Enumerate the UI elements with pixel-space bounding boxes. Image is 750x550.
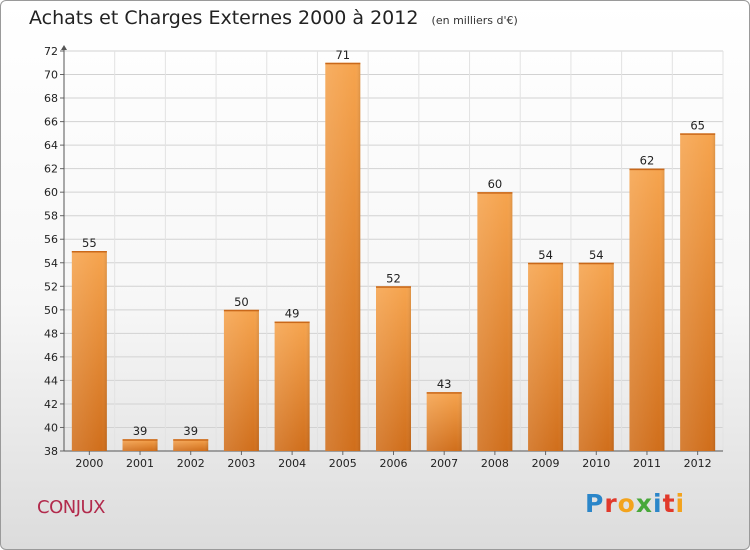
y-tick-label: 66 bbox=[44, 116, 58, 129]
y-tick-label: 52 bbox=[44, 280, 58, 293]
bar-shade bbox=[680, 133, 716, 451]
x-tick-label: 2005 bbox=[329, 457, 357, 470]
data-label: 50 bbox=[234, 295, 249, 309]
bar-shade bbox=[426, 392, 462, 451]
data-label: 54 bbox=[589, 248, 604, 262]
data-label: 71 bbox=[335, 48, 350, 62]
bar-top-edge bbox=[122, 439, 158, 441]
y-tick-label: 56 bbox=[44, 233, 58, 246]
y-tick-label: 64 bbox=[44, 139, 58, 152]
data-label: 43 bbox=[437, 377, 452, 391]
bar-top-edge bbox=[629, 168, 665, 171]
chart-unit: (en milliers d'€) bbox=[431, 14, 518, 27]
data-label: 39 bbox=[183, 424, 198, 438]
y-axis-arrow bbox=[61, 45, 67, 50]
x-tick-label: 2003 bbox=[227, 457, 255, 470]
y-tick-label: 54 bbox=[44, 257, 58, 270]
x-tick-label: 2002 bbox=[177, 457, 205, 470]
y-tick-label: 42 bbox=[44, 398, 58, 411]
logo-letter: o bbox=[617, 489, 636, 518]
bar-top-edge bbox=[325, 62, 361, 65]
bar-top-edge bbox=[223, 309, 259, 312]
x-tick-label: 2001 bbox=[126, 457, 154, 470]
logo-letter: x bbox=[635, 489, 653, 518]
data-label: 54 bbox=[538, 248, 553, 262]
proxiti-logo: Proxiti bbox=[585, 489, 685, 518]
bar-shade bbox=[376, 286, 411, 451]
chart-title-text: Achats et Charges Externes 2000 à 2012 bbox=[29, 7, 419, 29]
x-tick-label: 2009 bbox=[532, 457, 560, 470]
x-tick-label: 2004 bbox=[278, 457, 306, 470]
y-tick-label: 70 bbox=[44, 69, 58, 82]
y-tick-label: 72 bbox=[44, 45, 58, 58]
bar-shade bbox=[477, 192, 513, 452]
y-tick-label: 68 bbox=[44, 92, 58, 105]
bar-top-edge bbox=[274, 321, 310, 324]
y-tick-label: 60 bbox=[44, 186, 58, 199]
data-label: 49 bbox=[285, 307, 300, 321]
logo-letter: P bbox=[585, 489, 605, 518]
y-tick-label: 58 bbox=[44, 210, 58, 223]
x-tick-label: 2012 bbox=[684, 457, 712, 470]
logo-letter: t bbox=[662, 489, 676, 518]
x-tick-label: 2008 bbox=[481, 457, 509, 470]
y-tick-label: 46 bbox=[44, 351, 58, 364]
data-label: 62 bbox=[640, 154, 655, 168]
bar-top-edge bbox=[528, 262, 564, 265]
logo-letter: i bbox=[675, 489, 686, 518]
bar-shade bbox=[71, 251, 107, 451]
y-tick-label: 62 bbox=[44, 163, 58, 176]
data-label: 39 bbox=[133, 424, 148, 438]
bars bbox=[71, 62, 716, 452]
value-labels: 55 39 39 50 49 71 52 43 60 54 54 62 65 bbox=[82, 48, 705, 438]
bar-shade bbox=[274, 321, 310, 451]
y-tick-label: 48 bbox=[44, 327, 58, 340]
bar-top-edge bbox=[376, 286, 411, 288]
bar-top-edge bbox=[578, 262, 614, 265]
bar-shade bbox=[325, 62, 361, 451]
x-tick-label: 2006 bbox=[380, 457, 408, 470]
y-tick-label: 40 bbox=[44, 421, 58, 434]
data-label: 60 bbox=[488, 177, 503, 191]
bar-shade bbox=[223, 309, 259, 451]
x-tick-label: 2011 bbox=[633, 457, 661, 470]
bar-shade bbox=[173, 439, 209, 451]
bar-top-edge bbox=[680, 133, 716, 135]
bar-shade bbox=[629, 168, 665, 451]
y-tick-label: 44 bbox=[44, 374, 58, 387]
bar-top-edge bbox=[71, 251, 107, 253]
bar-shade bbox=[528, 262, 564, 451]
logo-letter: r bbox=[604, 489, 618, 518]
bar-shade bbox=[122, 439, 158, 451]
y-tick-label: 50 bbox=[44, 304, 58, 317]
axes: 38 40 42 44 46 48 50 52 54 56 58 60 62 64 66 68 70 72 2000… bbox=[44, 45, 723, 470]
data-label: 55 bbox=[82, 236, 97, 250]
data-label: 52 bbox=[386, 271, 401, 285]
bar-top-edge bbox=[477, 192, 513, 194]
commune-name: CONJUX bbox=[37, 497, 106, 518]
x-tick-label: 2000 bbox=[75, 457, 103, 470]
logo-letter: i bbox=[653, 489, 663, 518]
bar-shade bbox=[578, 262, 614, 451]
data-label: 65 bbox=[690, 118, 705, 132]
chart-title: Achats et Charges Externes 2000 à 2012 (… bbox=[29, 7, 518, 29]
bar-top-edge bbox=[426, 392, 462, 394]
x-tick-label: 2010 bbox=[582, 457, 610, 470]
bar-top-edge bbox=[173, 439, 209, 441]
y-tick-label: 38 bbox=[44, 445, 58, 458]
x-tick-label: 2007 bbox=[430, 457, 458, 470]
